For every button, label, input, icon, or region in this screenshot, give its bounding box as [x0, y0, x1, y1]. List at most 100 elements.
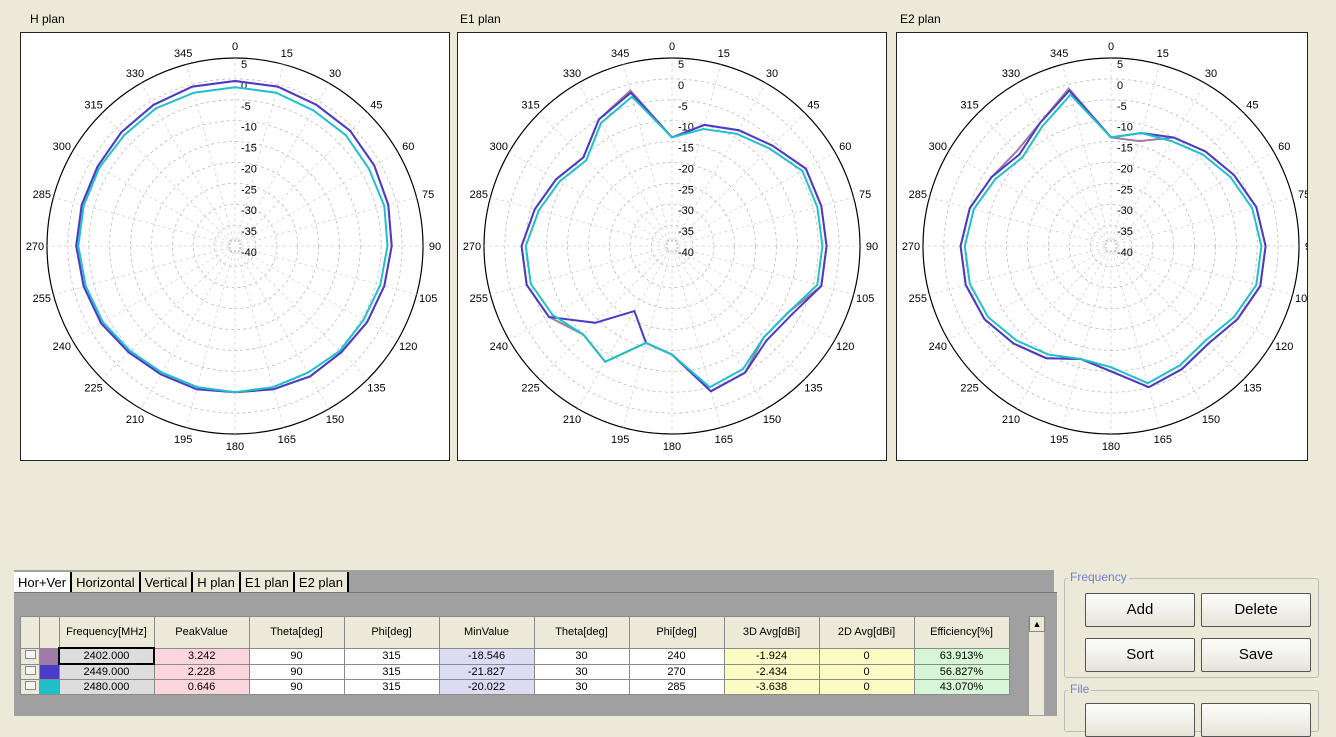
tab-horizontal[interactable]: Horizontal	[72, 572, 141, 594]
grid-spoke	[490, 245, 673, 295]
grid-spoke	[671, 245, 854, 295]
header-peak-value[interactable]: PeakValue	[153, 616, 250, 649]
radial-tick-label: -40	[1117, 247, 1133, 259]
radial-tick-label: -30	[1117, 205, 1133, 217]
header-phi-min[interactable]: Phi[deg]	[628, 616, 725, 649]
row-color-swatch	[39, 679, 60, 695]
header-theta-min[interactable]: Theta[deg]	[533, 616, 630, 649]
cell-2d-avg: 0	[818, 647, 915, 665]
angle-tick-label: 45	[1246, 100, 1258, 112]
tab-e1-plan[interactable]: E1 plan	[240, 572, 295, 594]
tab-hor-ver[interactable]: Hor+Ver	[14, 572, 73, 594]
grid-circle	[67, 78, 403, 414]
grid-spoke	[671, 197, 854, 247]
radial-tick-label: -15	[1117, 143, 1133, 155]
table-row[interactable]: 2402.000 3.242 90 315 -18.546 30 240 -1.…	[20, 647, 1010, 665]
radial-tick-label: 0	[1117, 80, 1123, 92]
grid-spoke	[538, 112, 673, 247]
grid-circle	[546, 120, 798, 372]
angle-tick-label: 135	[1243, 382, 1261, 394]
angle-tick-label: 60	[402, 141, 414, 153]
cell-frequency[interactable]: 2402.000	[58, 647, 155, 665]
header-theta-peak[interactable]: Theta[deg]	[248, 616, 345, 649]
angle-tick-label: 60	[1278, 141, 1290, 153]
grid-circle	[109, 120, 361, 372]
cell-theta-peak: 90	[248, 663, 345, 680]
grid-spoke	[538, 245, 673, 380]
radial-tick-label: -15	[241, 143, 257, 155]
table-scrollbar[interactable]: ▲	[1028, 616, 1045, 715]
header-3d-avg[interactable]: 3D Avg[dBi]	[723, 616, 820, 649]
header-phi-peak[interactable]: Phi[deg]	[343, 616, 440, 649]
row-checkbox[interactable]	[20, 647, 40, 665]
center-marker	[1105, 240, 1117, 252]
grid-spoke	[977, 112, 1112, 247]
cell-efficiency: 56.827%	[913, 663, 1010, 680]
sort-button[interactable]: Sort	[1085, 638, 1195, 672]
table-row[interactable]: 2449.000 2.228 90 315 -21.827 30 270 -2.…	[20, 663, 1010, 680]
tab-vertical[interactable]: Vertical	[140, 572, 194, 594]
angle-tick-label: 285	[909, 189, 927, 201]
radial-tick-label: -10	[1117, 122, 1133, 134]
angle-tick-label: 150	[763, 414, 781, 426]
delete-button[interactable]: Delete	[1201, 593, 1311, 627]
angle-tick-label: 270	[26, 241, 44, 253]
scroll-up-arrow-icon[interactable]: ▲	[1029, 616, 1045, 632]
grid-spoke	[929, 245, 1112, 295]
angle-tick-label: 0	[232, 41, 238, 53]
angle-tick-label: 120	[399, 341, 417, 353]
save-button[interactable]: Save	[1201, 638, 1311, 672]
tab-h-plan[interactable]: H plan	[193, 572, 241, 594]
angle-tick-label: 90	[866, 241, 878, 253]
cell-frequency[interactable]: 2449.000	[58, 663, 155, 680]
header-efficiency[interactable]: Efficiency[%]	[913, 616, 1010, 649]
frequency-group-label: Frequency	[1068, 570, 1129, 584]
radial-tick-label: -20	[678, 163, 694, 175]
cell-3d-avg: -3.638	[723, 679, 820, 695]
radial-tick-label: -5	[241, 101, 251, 113]
grid-spoke	[234, 245, 330, 409]
angle-tick-label: 210	[563, 414, 581, 426]
cell-peak: 0.646	[153, 679, 250, 695]
grid-spoke	[1110, 197, 1293, 247]
radial-tick-label: -25	[678, 184, 694, 196]
angle-tick-label: 90	[1305, 241, 1307, 253]
angle-tick-label: 105	[856, 293, 874, 305]
angle-tick-label: 75	[422, 189, 434, 201]
angle-tick-label: 195	[611, 434, 629, 446]
row-checkbox[interactable]	[20, 663, 40, 680]
angle-tick-label: 240	[929, 341, 947, 353]
grid-spoke	[671, 112, 806, 247]
angle-tick-label: 330	[563, 68, 581, 80]
h-plan-title: H plan	[30, 12, 65, 26]
angle-tick-label: 150	[326, 414, 344, 426]
header-2d-avg[interactable]: 2D Avg[dBi]	[818, 616, 915, 649]
header-min-value[interactable]: MinValue	[438, 616, 535, 649]
grid-spoke	[1110, 245, 1206, 409]
radial-tick-label: -20	[1117, 163, 1133, 175]
add-button[interactable]: Add	[1085, 593, 1195, 627]
frequency-group	[1064, 578, 1319, 678]
radial-tick-label: 0	[678, 80, 684, 92]
angle-tick-label: 270	[463, 241, 481, 253]
angle-tick-label: 135	[804, 382, 822, 394]
tab-e2-plan[interactable]: E2 plan	[294, 572, 349, 594]
grid-spoke	[234, 64, 284, 247]
angle-tick-label: 0	[1108, 41, 1114, 53]
header-frequency[interactable]: Frequency[MHz]	[58, 616, 155, 649]
row-color-swatch	[39, 647, 60, 665]
angle-tick-label: 30	[766, 68, 778, 80]
radial-tick-label: -10	[241, 122, 257, 134]
grid-circle	[504, 78, 840, 414]
file-button-2[interactable]	[1201, 703, 1311, 737]
table-row[interactable]: 2480.000 0.646 90 315 -20.022 30 285 -3.…	[20, 679, 1010, 695]
angle-tick-label: 285	[33, 189, 51, 201]
cell-frequency[interactable]: 2480.000	[58, 679, 155, 695]
angle-tick-label: 255	[470, 293, 488, 305]
grid-spoke	[1110, 112, 1245, 247]
cell-peak: 3.242	[153, 647, 250, 665]
grid-spoke	[577, 83, 673, 247]
file-button-1[interactable]	[1085, 703, 1195, 737]
grid-spoke	[186, 245, 236, 428]
row-checkbox[interactable]	[20, 679, 40, 695]
